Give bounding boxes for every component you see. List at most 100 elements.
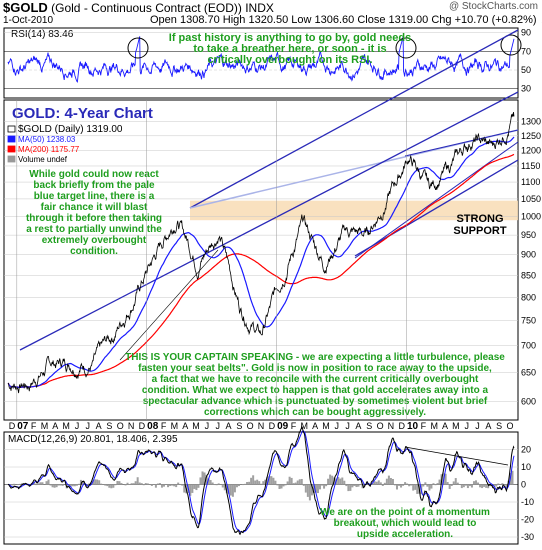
macd-histogram-bar (408, 484, 411, 487)
macd-histogram-bar (337, 476, 340, 485)
macd-histogram-bar (316, 484, 319, 494)
macd-y-tick: 20 (521, 445, 531, 455)
rsi-circles (127, 34, 522, 59)
macd-histogram-bar (108, 484, 111, 488)
x-axis-label: J (475, 421, 480, 431)
macd-histogram-bar (100, 483, 103, 485)
macd-histogram-bar (39, 482, 42, 485)
macd-histogram-bar (250, 477, 253, 485)
macd-histogram-bar (112, 484, 115, 488)
macd-histogram-bar (487, 484, 490, 489)
price-y-tick: 1150 (521, 161, 540, 171)
macd-histogram-bar (402, 484, 405, 486)
price-line (7, 111, 515, 394)
macd-histogram-bar (381, 484, 384, 486)
macd-histogram-bar (308, 484, 311, 501)
macd-histogram-bar (217, 483, 220, 485)
x-axis-label: F (31, 421, 37, 431)
instrument-name: (Gold - Continuous Contract (EOD)) (51, 1, 242, 15)
macd-histogram-bar (485, 484, 488, 488)
x-axis-label: O (377, 421, 384, 431)
macd-signal-line (8, 430, 515, 533)
macd-histogram-bar (343, 480, 346, 485)
macd-histogram-bar (280, 484, 283, 489)
macd-trendline (404, 446, 509, 466)
macd-histogram-bar (466, 484, 469, 489)
symbol: $GOLD (3, 0, 48, 15)
macd-histogram-bar (154, 484, 157, 488)
macd-histogram-bar (472, 481, 475, 485)
macd-histogram-bar (146, 483, 149, 485)
macd-histogram-bar (278, 484, 281, 489)
macd-histogram-bar (124, 484, 127, 486)
macd-histogram-bar (231, 484, 234, 497)
x-axis-label: F (421, 421, 427, 431)
macd-histogram-bar (424, 482, 427, 485)
macd-histogram-bar (225, 484, 228, 494)
macd-histogram-bar (96, 479, 99, 485)
x-axis-label: S (236, 421, 242, 431)
macd-histogram-bar (438, 479, 441, 485)
trend-line (119, 249, 219, 361)
macd-histogram-bar (314, 484, 317, 493)
macd-histogram-bar (104, 484, 107, 486)
macd-histogram-bar (53, 484, 56, 488)
macd-histogram-bar (69, 484, 72, 487)
macd-histogram-bar (353, 484, 356, 486)
macd-histogram-bar (361, 484, 364, 489)
macd-histogram-bar (389, 477, 392, 485)
exchange: INDX (245, 1, 274, 15)
macd-histogram-bar (116, 480, 119, 485)
x-axis-label: 09 (277, 421, 289, 432)
x-axis-label: D (269, 421, 276, 431)
macd-histogram-bar (312, 484, 315, 494)
macd-histogram-bar (260, 483, 263, 485)
macd-histogram-bar (452, 481, 455, 485)
macd-histogram-bar (94, 479, 97, 485)
macd-histogram-bar (235, 484, 238, 488)
macd-histogram-bar (51, 484, 54, 488)
macd-histogram-bar (495, 484, 498, 487)
macd-histogram-bar (45, 481, 48, 485)
macd-histogram-bar (41, 482, 44, 485)
x-axis-label: 10 (407, 421, 419, 432)
macd-histogram-bar (49, 484, 52, 486)
price-y-tick: 750 (521, 316, 536, 326)
macd-histogram-bar (493, 484, 496, 487)
macd-histogram-bar (264, 479, 267, 485)
macd-histogram-bar (454, 478, 457, 485)
x-axis-label: D (398, 421, 405, 431)
macd-histogram-bar (341, 477, 344, 485)
x-axis-label: O (247, 421, 254, 431)
macd-histogram-bar (98, 480, 101, 485)
macd-histogram-bar (355, 484, 358, 488)
x-axis-label: A (442, 421, 448, 431)
x-axis-label: J (75, 421, 80, 431)
macd-histogram-bar (349, 484, 352, 491)
macd-histogram-bar (199, 477, 202, 485)
macd-histogram-bar (410, 484, 413, 486)
rsi-circle-2010 (500, 34, 522, 56)
macd-histogram-bar (294, 482, 297, 485)
macd-histogram-bar (17, 484, 20, 486)
legend-swatch (7, 145, 16, 153)
x-axis-label: O (117, 421, 124, 431)
x-axis-label: N (258, 421, 265, 431)
macd-histogram-bar (298, 479, 301, 485)
macd-histogram-bar (379, 482, 382, 485)
macd-histogram-bar (470, 484, 473, 488)
macd-y-tick: 0 (521, 480, 526, 490)
macd-histogram-bar (177, 482, 180, 485)
price-y-tick: 950 (521, 230, 536, 240)
x-axis-label: A (226, 421, 232, 431)
macd-histogram-bar (132, 483, 135, 485)
rsi-circle-2009 (395, 37, 417, 59)
macd-histogram-bar (387, 475, 390, 485)
price-y-tick: 700 (521, 341, 536, 351)
macd-histogram-bar (414, 484, 417, 490)
macd-histogram-bar (373, 481, 376, 485)
macd-histogram-bar (270, 476, 273, 485)
macd-histogram-bar (321, 484, 324, 486)
x-axis-label: J (205, 421, 210, 431)
